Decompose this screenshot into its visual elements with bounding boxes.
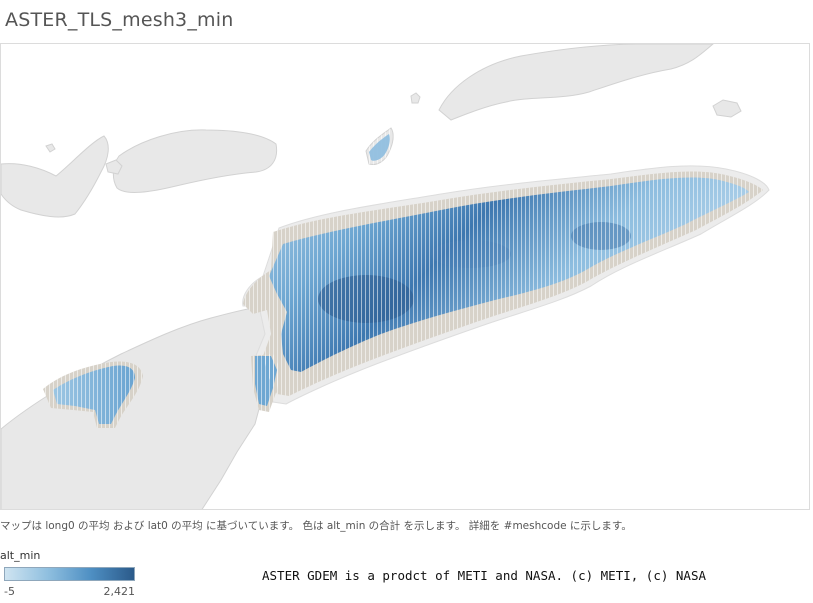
attribution-text: ASTER GDEM is a prodct of METI and NASA.… <box>262 568 707 583</box>
islet <box>712 99 742 118</box>
map-canvas[interactable] <box>1 44 810 510</box>
landmass-west-timor <box>1 305 274 509</box>
map-view[interactable] <box>0 43 810 510</box>
mesh-overlay <box>43 128 763 428</box>
landmass-pantar <box>112 129 278 193</box>
landmass-north <box>438 44 714 121</box>
islet <box>45 143 56 153</box>
legend-title: alt_min <box>0 549 41 562</box>
landmass-alor <box>1 135 109 218</box>
islet <box>410 92 421 104</box>
legend-min-label: -5 <box>4 585 15 598</box>
islet <box>105 159 123 175</box>
legend-color-ramp <box>4 567 135 581</box>
elevation-atauro <box>369 134 390 161</box>
page-title: ASTER_TLS_mesh3_min <box>5 9 234 31</box>
legend-max-label: 2,421 <box>103 585 136 598</box>
map-caption: マップは long0 の平均 および lat0 の平均 に基づいています。 色は… <box>0 520 632 532</box>
